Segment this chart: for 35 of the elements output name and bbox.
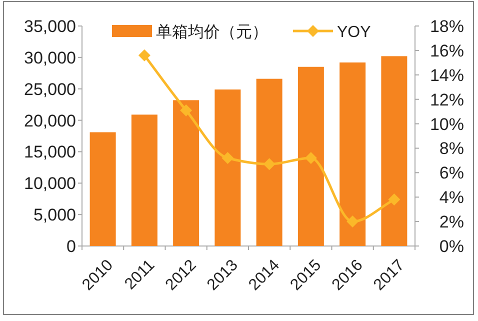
bar [131,114,158,246]
y-tick-label: 10,000 [24,174,76,194]
legend-label: YOY [337,24,372,41]
y2-tick-label: 0% [439,237,464,256]
y2-tick-label: 2% [439,212,464,232]
y2-tick-label: 6% [439,164,464,183]
point [304,152,317,164]
y2-tick-label: 14% [430,66,464,85]
y2-tick-label: 18% [430,17,464,36]
bar [90,132,116,246]
y-tick-label: 0 [66,237,76,256]
y2-tick-label: 4% [439,188,464,208]
point [138,49,150,62]
y-tick-label: 35,000 [24,17,76,36]
bar [381,56,408,246]
y2-tick-label: 10% [430,114,464,134]
y-tick-label: 30,000 [24,48,76,68]
y-tick-label: 5,000 [33,206,76,225]
legend-label: 单箱均价（元） [156,23,268,41]
bar [298,66,324,246]
y2-tick-label: 12% [430,90,464,110]
bar [214,89,241,246]
point [388,194,400,206]
bar [173,100,200,246]
bar [340,62,366,246]
y-tick-label: 20,000 [24,111,76,130]
point [222,152,234,164]
point [346,216,359,228]
point [263,158,276,170]
point [180,104,192,116]
y2-tick-label: 8% [439,139,464,158]
y-tick-label: 15,000 [24,142,76,162]
y2-tick-label: 16% [430,41,464,60]
bar [256,78,282,246]
y-tick-label: 25,000 [24,80,76,99]
